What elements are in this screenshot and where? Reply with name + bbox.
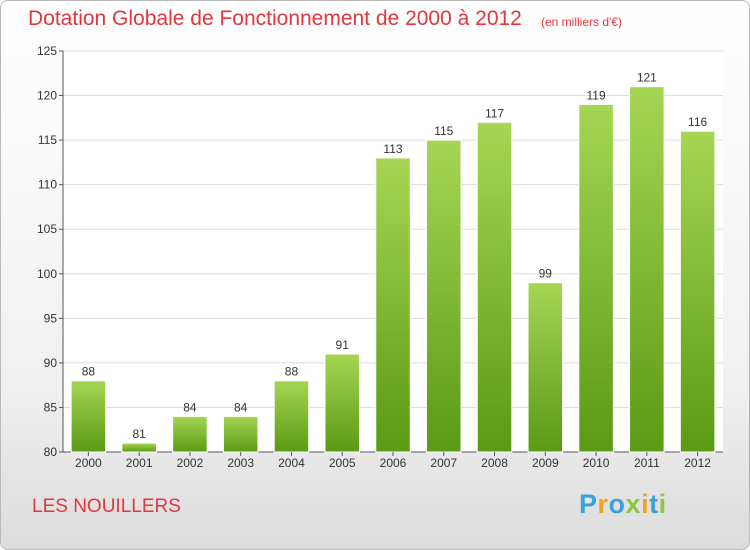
logo-letter: x — [625, 489, 642, 519]
x-tick-label: 2003 — [227, 456, 254, 470]
y-tick-label: 90 — [44, 356, 58, 370]
chart-title: Dotation Globale de Fonctionnement de 20… — [28, 7, 522, 30]
y-tick-label: 120 — [37, 89, 57, 103]
bar — [476, 121, 513, 453]
data-label: 91 — [336, 338, 350, 352]
x-tick-label: 2007 — [430, 456, 457, 470]
x-tick-label: 2010 — [583, 456, 610, 470]
bar — [426, 139, 462, 453]
y-tick-label: 115 — [38, 133, 57, 147]
data-label: 115 — [434, 124, 453, 138]
x-tick-label: 2006 — [380, 456, 407, 470]
data-label: 88 — [285, 365, 299, 379]
data-label: 88 — [82, 365, 96, 379]
data-label: 99 — [539, 267, 553, 281]
bar — [375, 157, 411, 453]
logo-letter: i — [641, 489, 650, 519]
data-label: 121 — [637, 71, 657, 85]
data-label: 119 — [587, 88, 606, 102]
logo-letter: t — [649, 489, 659, 519]
y-tick-label: 80 — [44, 445, 58, 459]
logo-letter: i — [658, 489, 667, 519]
data-label: 113 — [383, 142, 402, 156]
y-tick-label: 100 — [37, 267, 57, 281]
y-tick-label: 95 — [44, 311, 58, 325]
bar — [70, 380, 107, 453]
x-tick-label: 2011 — [634, 456, 660, 470]
x-tick-label: 2005 — [329, 456, 356, 470]
y-tick-label: 125 — [37, 44, 57, 58]
data-label: 81 — [132, 427, 146, 441]
bar — [121, 442, 157, 453]
commune-name: LES NOUILLERS — [32, 496, 181, 517]
x-tick-label: 2004 — [278, 456, 305, 470]
proxiti-logo[interactable]: Proxiti — [579, 489, 667, 520]
data-label: 116 — [688, 115, 707, 129]
x-tick-label: 2000 — [75, 456, 102, 470]
y-tick-label: 85 — [44, 400, 58, 414]
bar — [324, 353, 360, 453]
x-tick-label: 2001 — [126, 456, 153, 470]
data-label: 84 — [183, 400, 197, 414]
bar — [172, 415, 208, 453]
logo-letter: o — [608, 489, 626, 519]
y-tick-label: 105 — [37, 222, 57, 236]
x-tick-label: 2008 — [481, 456, 508, 470]
bar — [222, 415, 259, 453]
bar — [578, 103, 614, 453]
bar — [527, 282, 564, 453]
x-tick-label: 2012 — [684, 456, 711, 470]
x-tick-label: 2002 — [177, 456, 204, 470]
x-tick-label: 2009 — [532, 456, 559, 470]
chart-subtitle: (en milliers d'€) — [541, 15, 622, 29]
logo-letter: P — [579, 489, 598, 519]
logo-letter: r — [597, 489, 609, 519]
bar — [679, 130, 716, 453]
bar — [273, 380, 310, 453]
bar — [629, 86, 665, 453]
data-label: 84 — [234, 400, 248, 414]
data-label: 117 — [485, 106, 504, 120]
y-tick-label: 110 — [38, 178, 57, 192]
